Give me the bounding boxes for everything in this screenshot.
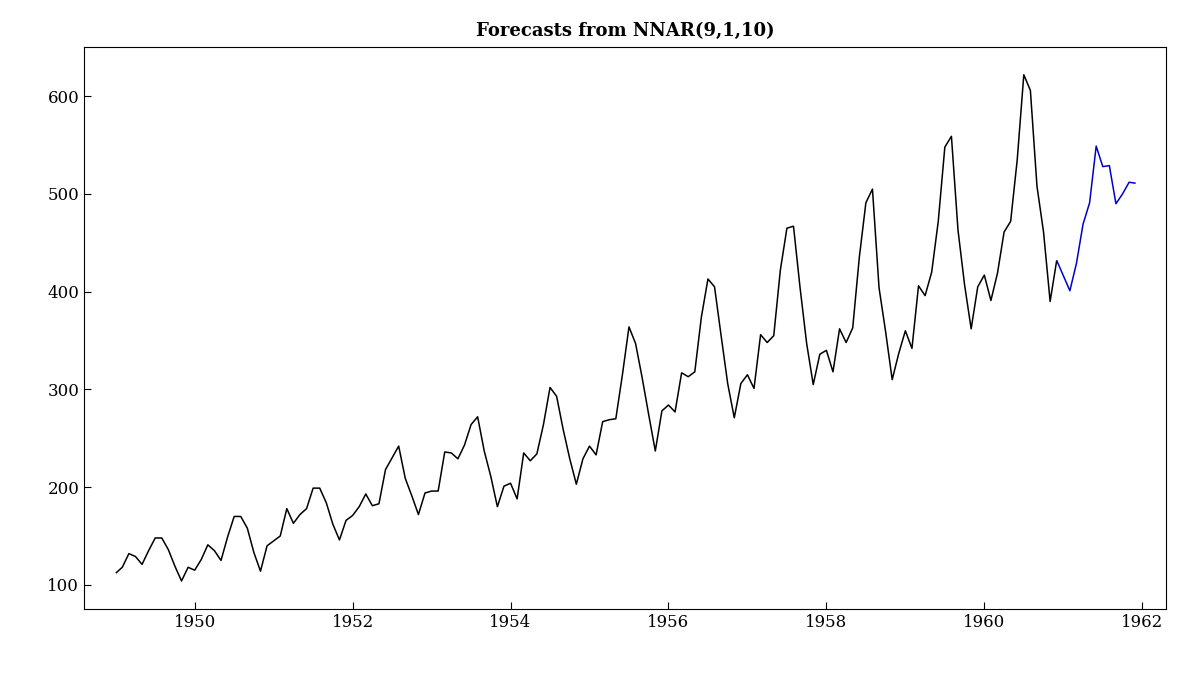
Title: Forecasts from NNAR(9,1,10): Forecasts from NNAR(9,1,10)	[476, 22, 774, 40]
